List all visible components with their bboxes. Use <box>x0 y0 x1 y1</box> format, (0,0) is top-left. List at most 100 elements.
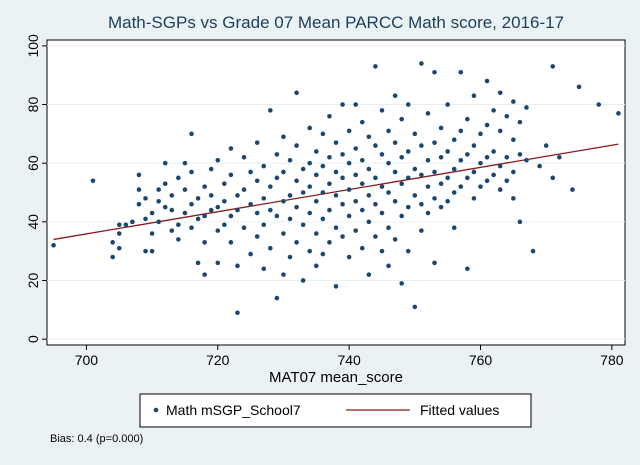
data-point <box>596 102 602 107</box>
data-point <box>202 272 207 277</box>
data-point <box>195 216 201 222</box>
data-point <box>419 201 424 207</box>
data-point <box>471 93 477 99</box>
data-point <box>497 163 503 169</box>
data-point <box>537 163 542 169</box>
data-point <box>333 193 339 198</box>
data-point <box>471 143 477 148</box>
legend-label-scatter: Math mSGP_School7 <box>166 402 301 418</box>
data-point <box>399 281 404 286</box>
data-point <box>373 175 378 181</box>
data-point <box>445 149 450 154</box>
data-point <box>379 152 385 157</box>
data-point <box>294 90 299 96</box>
data-point <box>228 146 234 151</box>
data-point <box>432 196 437 201</box>
data-point <box>451 190 457 195</box>
x-axis: 700 720 740 760 780 <box>75 345 624 368</box>
data-point <box>451 166 457 172</box>
data-point <box>346 213 352 219</box>
data-point <box>195 260 201 266</box>
data-point <box>110 254 115 260</box>
data-point <box>340 201 345 207</box>
data-point <box>268 108 273 113</box>
data-point <box>438 125 444 131</box>
data-point <box>189 169 194 175</box>
data-point <box>320 131 326 137</box>
data-point <box>189 225 194 230</box>
data-point <box>379 210 385 216</box>
data-point <box>208 166 214 172</box>
data-point <box>254 140 260 145</box>
data-point <box>465 266 470 272</box>
data-point <box>497 187 503 192</box>
data-point <box>340 102 345 107</box>
data-point <box>235 310 240 316</box>
data-point <box>550 175 556 181</box>
x-tick-label: 720 <box>206 352 230 368</box>
data-point <box>576 84 582 90</box>
y-tick-label: 60 <box>25 155 41 171</box>
data-point <box>484 122 490 128</box>
data-point <box>484 155 490 160</box>
data-point <box>412 304 418 310</box>
data-point <box>287 157 293 163</box>
data-point <box>320 163 326 169</box>
data-point <box>405 175 411 181</box>
data-point <box>484 178 490 184</box>
data-point <box>169 193 175 198</box>
data-point <box>176 222 181 228</box>
data-point <box>386 128 391 134</box>
data-point <box>366 134 372 140</box>
data-point <box>359 181 365 187</box>
data-point <box>261 222 267 228</box>
data-point <box>353 228 359 233</box>
data-point <box>557 155 562 160</box>
data-point <box>366 272 372 277</box>
data-point <box>90 178 96 184</box>
data-point <box>327 240 332 245</box>
data-point <box>458 157 464 163</box>
data-point <box>235 193 240 198</box>
data-point <box>465 116 470 122</box>
data-point <box>307 125 313 131</box>
data-point <box>445 175 450 181</box>
data-point <box>208 193 214 198</box>
data-point <box>176 175 181 181</box>
data-point <box>333 140 339 145</box>
data-point <box>215 204 221 210</box>
data-point <box>235 207 240 213</box>
data-point <box>333 284 339 289</box>
data-point <box>353 146 359 151</box>
data-point <box>504 113 510 119</box>
data-point <box>182 210 188 216</box>
data-point <box>465 152 470 157</box>
data-point <box>530 248 536 254</box>
data-point <box>261 163 267 169</box>
data-point <box>254 178 260 184</box>
data-point <box>392 198 398 204</box>
data-point <box>235 263 240 269</box>
data-point <box>484 78 490 84</box>
data-point <box>346 187 352 192</box>
data-point <box>268 207 273 213</box>
data-point <box>274 152 280 157</box>
data-point <box>313 198 319 204</box>
plot-area <box>46 39 626 346</box>
legend: Math mSGP_School7 Fitted values <box>139 393 532 428</box>
data-point <box>340 234 345 239</box>
data-point <box>228 172 234 178</box>
data-point <box>458 128 464 134</box>
data-point <box>379 108 385 113</box>
y-axis: 0 20 40 60 80 100 <box>25 34 47 343</box>
data-point <box>524 157 529 163</box>
data-point <box>149 248 155 254</box>
data-point <box>320 190 326 195</box>
data-point <box>353 172 359 178</box>
data-point <box>313 263 319 269</box>
x-tick-label: 760 <box>469 352 493 368</box>
data-point <box>458 184 464 189</box>
data-point <box>182 187 188 192</box>
data-point <box>405 102 411 107</box>
data-point <box>156 187 161 192</box>
